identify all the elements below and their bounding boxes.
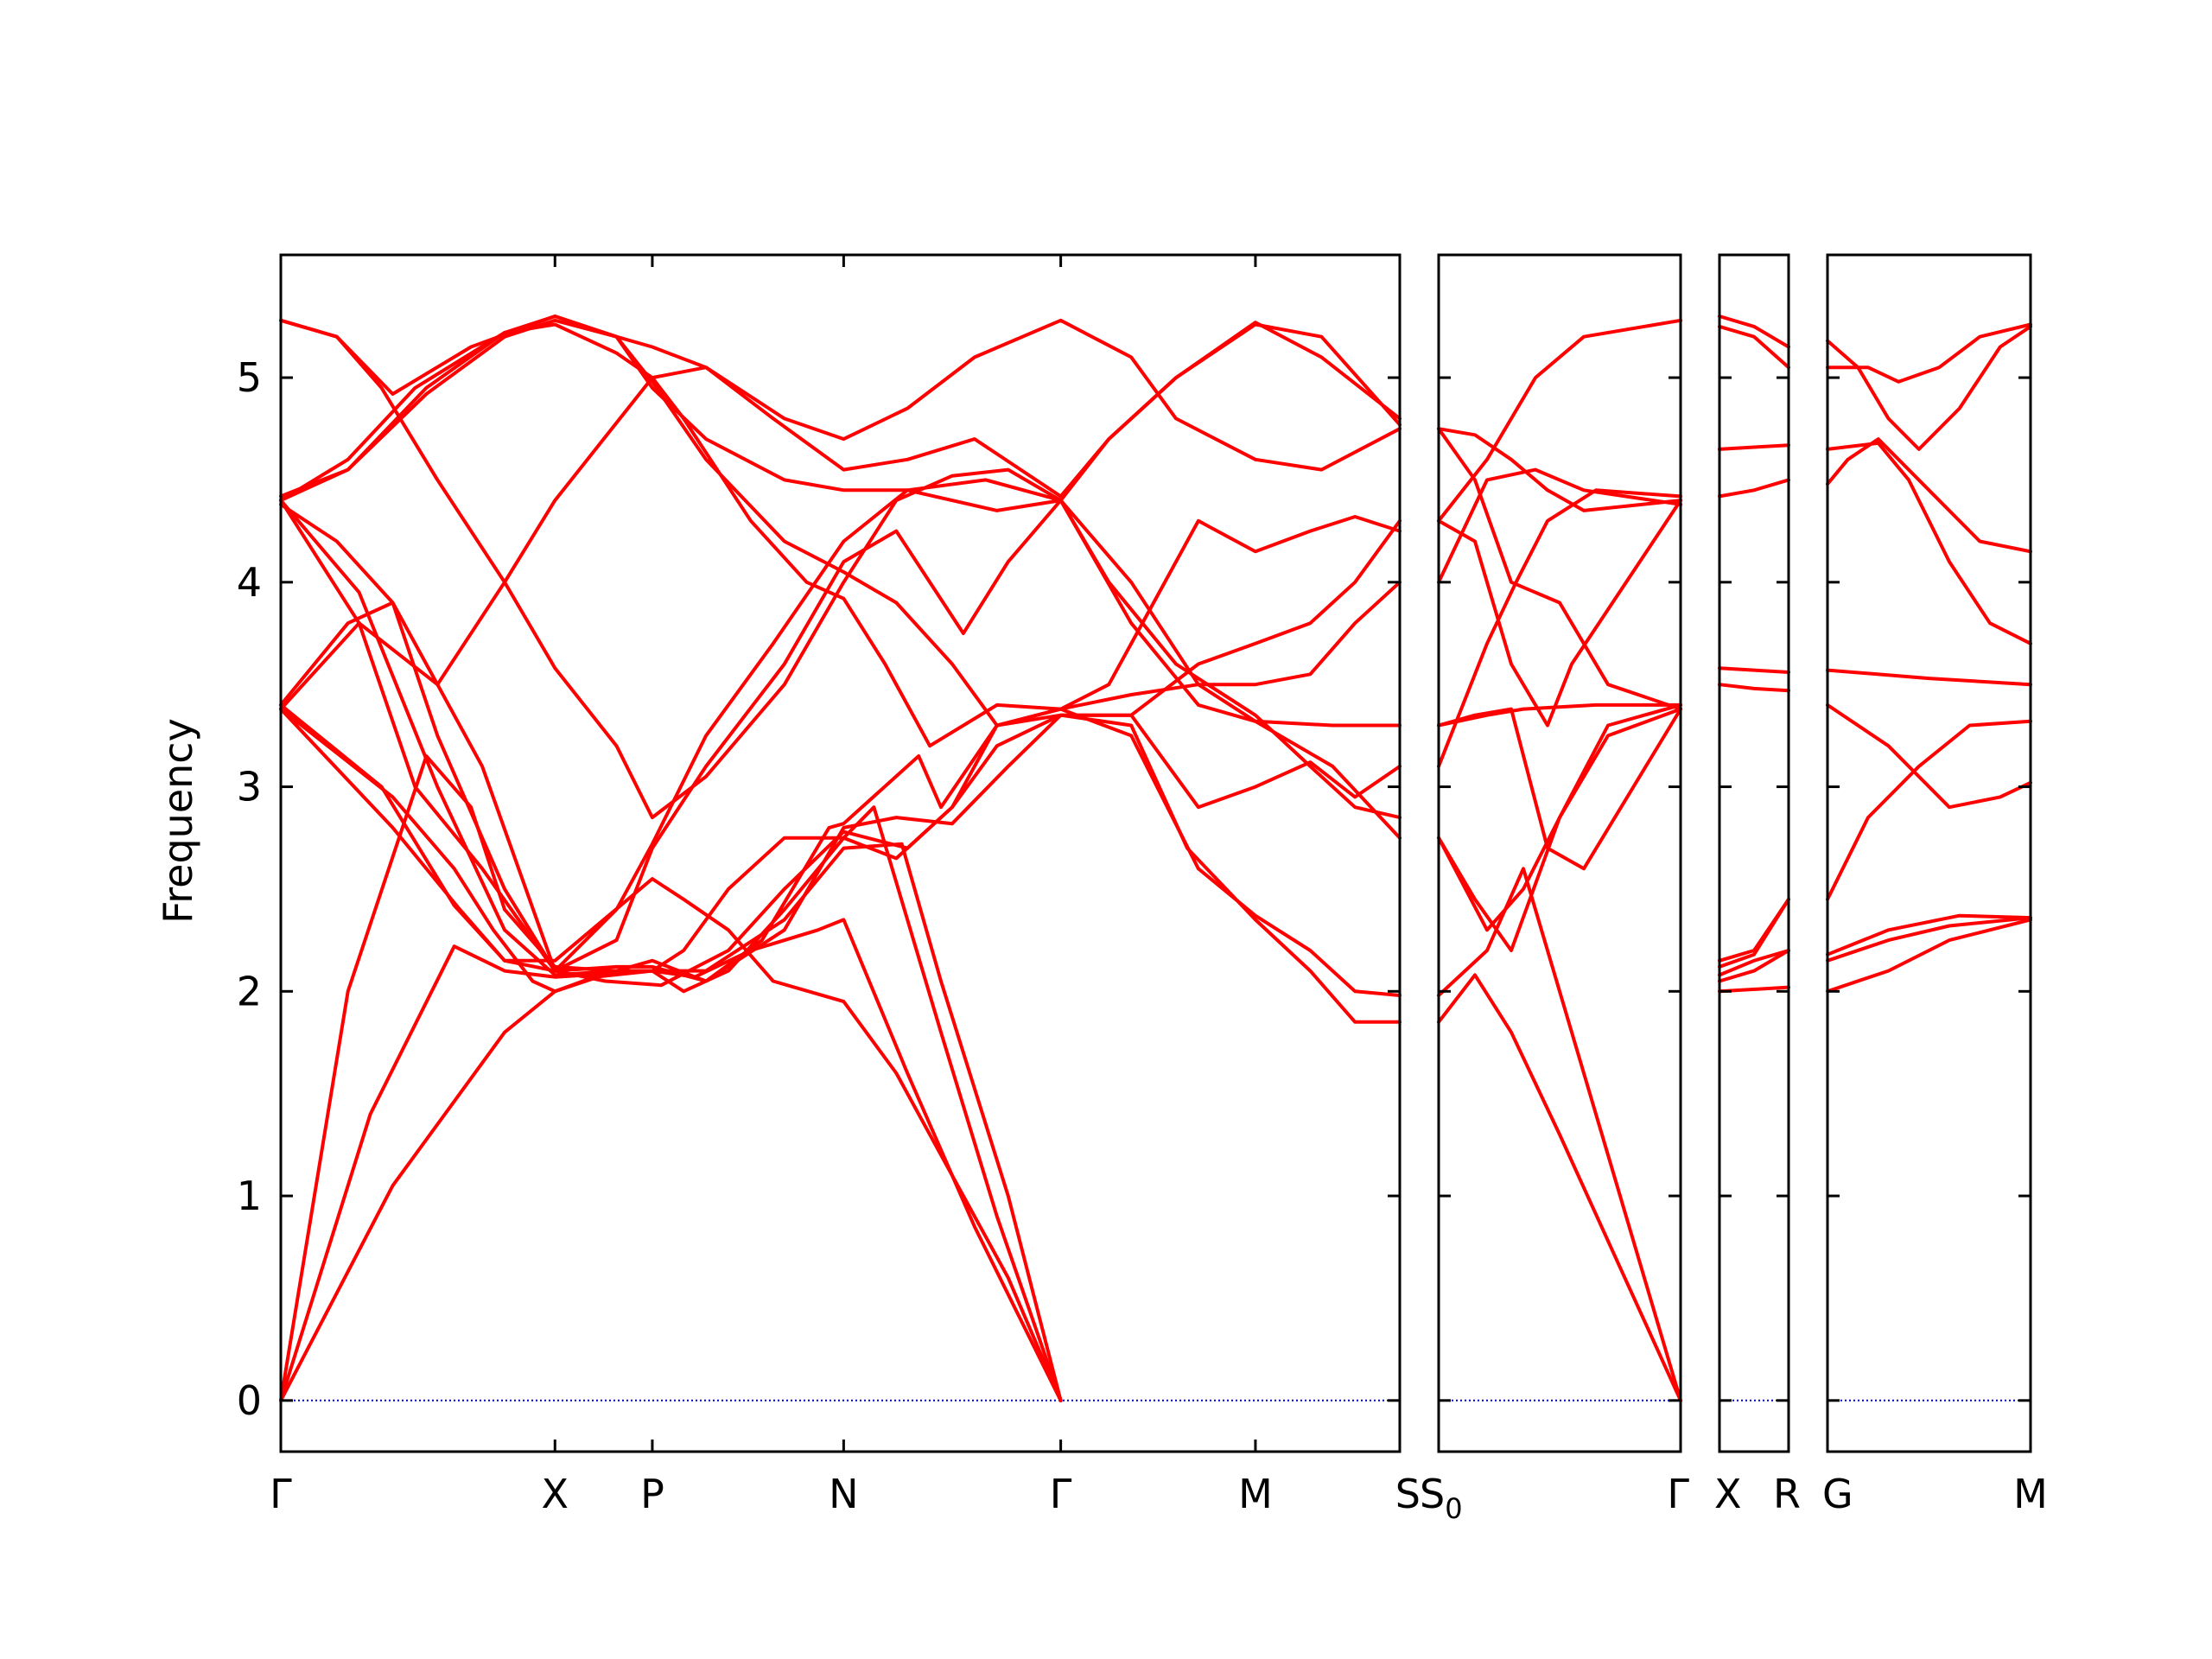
band-line-8 (1718, 478, 1790, 499)
x-tick-label-subscript: 0 (1445, 1492, 1462, 1525)
x-tick-label: S (1395, 1471, 1421, 1517)
band-line-3 (279, 754, 1063, 1402)
x-tick-label-text: P (640, 1471, 664, 1517)
band-line-7 (1437, 707, 1682, 871)
x-tick-label: M (1238, 1471, 1273, 1517)
band-line-10 (1826, 322, 2032, 384)
x-tick-label: M (2013, 1471, 2048, 1517)
x-tick-label-text: X (1714, 1471, 1742, 1517)
band-line-9 (1718, 443, 1790, 451)
panel-frame (1826, 253, 2032, 1453)
band-line-13 (279, 318, 1402, 820)
band-line-3 (1718, 949, 1790, 977)
band-line-9 (279, 321, 1402, 973)
y-tick-label: 5 (237, 354, 262, 401)
band-line-6 (1437, 702, 1682, 728)
band-line-10 (1437, 427, 1682, 512)
x-tick-label: S0 (1420, 1471, 1463, 1525)
x-tick-label: R (1773, 1471, 1801, 1517)
panel-1: 0 1 2 3 4 5 Γ X P N Γ M S (237, 253, 1421, 1517)
band-line-10 (279, 499, 1402, 994)
band-line-11 (1437, 427, 1682, 711)
band-line-1 (1437, 973, 1682, 1402)
band-line-9 (1826, 324, 2032, 451)
panel-2: S0 Γ (1420, 253, 1689, 1525)
panel-frame (1437, 253, 1682, 1453)
y-axis-label: Frequency (155, 718, 201, 924)
x-tick-label-text: Γ (1667, 1471, 1689, 1517)
band-line-5 (1437, 488, 1682, 768)
y-tick-label: 0 (237, 1377, 262, 1424)
band-line-5 (1718, 897, 1790, 963)
x-tick-label: X (542, 1471, 569, 1517)
band-line-8 (279, 499, 1402, 973)
x-tick-label-text: S (1395, 1471, 1421, 1517)
band-line-7 (279, 376, 1402, 748)
band-line-4 (279, 707, 1402, 1024)
band-line-2 (1826, 916, 2032, 963)
band-line-6 (1826, 668, 2032, 687)
y-tick-label: 1 (237, 1173, 262, 1219)
band-line-2 (1718, 949, 1790, 983)
band-line-4 (1437, 707, 1682, 952)
x-tick-label-text: X (542, 1471, 569, 1517)
band-line-15 (279, 315, 1402, 472)
x-tick-label: N (829, 1471, 858, 1517)
band-line-5 (279, 707, 1402, 997)
band-line-2 (1437, 867, 1682, 1402)
x-tick-label-text: S (1420, 1471, 1445, 1517)
x-tick-label: Γ (1667, 1471, 1689, 1517)
x-tick-label-text: N (829, 1471, 858, 1517)
y-tick-label: 2 (237, 968, 262, 1014)
band-line-2 (279, 842, 1063, 1402)
band-line-8 (1437, 467, 1682, 584)
band-line-14 (279, 499, 1402, 983)
band-line-8 (1826, 441, 2032, 645)
x-tick-label-text: M (2013, 1471, 2048, 1517)
band-line-7 (1826, 437, 2032, 554)
y-tick-label: 4 (237, 559, 262, 606)
band-line-3 (1437, 702, 1682, 932)
band-line-7 (1718, 666, 1790, 674)
band-line-6 (279, 702, 1063, 1402)
x-tick-label: X (1714, 1471, 1742, 1517)
x-tick-label-text: M (1238, 1471, 1273, 1517)
x-tick-label: P (640, 1471, 664, 1517)
band-line-11 (1718, 315, 1790, 349)
panel-frame (1718, 253, 1790, 1453)
x-tick-label-text: Γ (1050, 1471, 1072, 1517)
band-line-6 (1718, 683, 1790, 693)
panel-frame (279, 253, 1402, 1453)
x-tick-label-text: G (1822, 1471, 1853, 1517)
band-line-16 (279, 322, 1402, 503)
x-tick-label: Γ (270, 1471, 292, 1517)
x-tick-label: G (1822, 1471, 1853, 1517)
band-line-1 (1826, 918, 2032, 994)
x-tick-label-text: R (1773, 1471, 1801, 1517)
y-tick-label: 3 (237, 764, 262, 810)
band-line-11 (279, 318, 1402, 728)
band-line-4 (1826, 719, 2032, 901)
band-line-5 (1826, 702, 2032, 810)
x-tick-label: Γ (1050, 1471, 1072, 1517)
band-line-9 (1437, 318, 1682, 523)
band-line-10 (1718, 324, 1790, 370)
band-line-3 (1826, 913, 2032, 957)
x-tick-label-text: Γ (270, 1471, 292, 1517)
band-line-12 (1437, 499, 1682, 728)
